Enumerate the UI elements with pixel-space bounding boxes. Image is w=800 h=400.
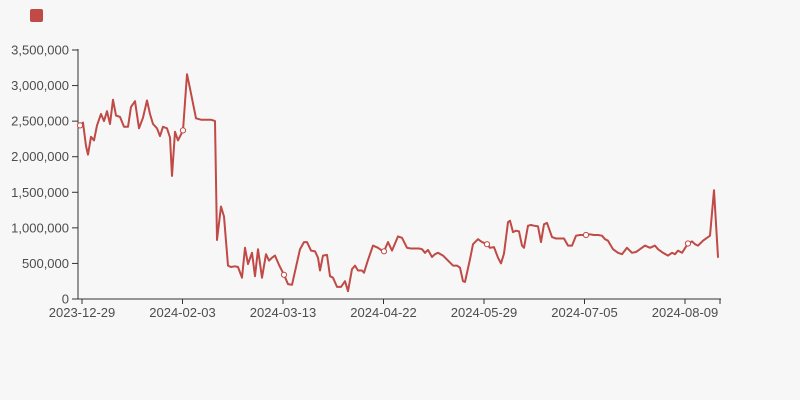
- legend-swatch[interactable]: [30, 9, 43, 22]
- y-axis-label: 0: [62, 292, 69, 307]
- data-point-marker: [179, 127, 187, 134]
- data-point-marker: [684, 240, 692, 247]
- x-axis-label: 2023-12-29: [49, 305, 116, 320]
- x-axis-label: 2024-04-22: [350, 305, 417, 320]
- x-axis-label: 2024-03-13: [250, 305, 317, 320]
- x-axis-label: 2024-02-03: [149, 305, 216, 320]
- data-point-marker: [582, 231, 590, 239]
- data-point-marker: [76, 122, 84, 129]
- y-axis-label: 3,500,000: [11, 43, 69, 58]
- y-axis-label: 2,000,000: [11, 149, 69, 164]
- y-axis-label: 2,500,000: [11, 114, 69, 129]
- data-point-marker: [380, 248, 388, 255]
- y-axis-label: 500,000: [22, 256, 69, 271]
- x-axis-label: 2024-08-09: [652, 305, 719, 320]
- series-line: [79, 73, 719, 293]
- data-point-marker: [483, 241, 491, 248]
- data-point-marker: [280, 271, 288, 278]
- x-axis-label: 2024-05-29: [451, 305, 518, 320]
- y-axis-label: 1,000,000: [11, 220, 69, 235]
- y-axis-label: 1,500,000: [11, 185, 69, 200]
- x-axis-label: 2024-07-05: [551, 305, 618, 320]
- y-axis-label: 3,000,000: [11, 78, 69, 93]
